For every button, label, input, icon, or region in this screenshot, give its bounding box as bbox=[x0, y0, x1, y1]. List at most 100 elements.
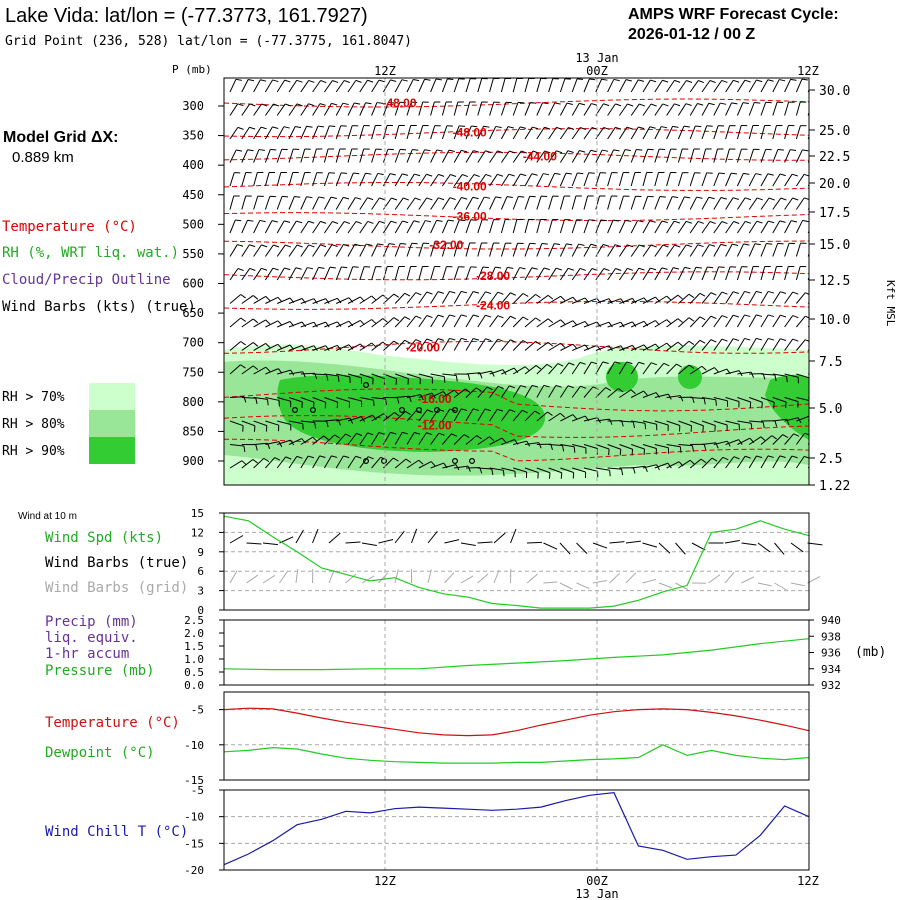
xs-wind-barb-shaft bbox=[725, 397, 740, 402]
xs-wind-barb-shaft bbox=[642, 444, 657, 449]
xs-wind-barb-shaft bbox=[430, 432, 440, 445]
xs-wind-barb bbox=[359, 397, 375, 407]
xs-wind-barb bbox=[796, 373, 809, 379]
xs-wind-barb-flag bbox=[615, 268, 622, 271]
xs-wind-barb bbox=[276, 126, 290, 140]
xs-wind-barb-flag bbox=[365, 102, 372, 105]
xs-wind-barb bbox=[607, 388, 624, 398]
xs-wind-barb-shaft bbox=[277, 344, 291, 351]
xs-wind-barb-flag bbox=[389, 173, 396, 176]
xs-wind-barb-shaft bbox=[642, 392, 657, 398]
xs-wind-barb-shaft bbox=[394, 292, 406, 304]
xs-wind-barb-shaft bbox=[713, 221, 723, 234]
xs-wind-barb bbox=[406, 373, 421, 385]
xs-wind-barb bbox=[630, 148, 643, 163]
xs-wind-barb-shaft bbox=[524, 243, 531, 257]
xs-wind-barb-flag bbox=[689, 459, 695, 465]
xs-wind-barb-flag bbox=[495, 125, 502, 129]
xs-wind-barb-flag bbox=[703, 398, 706, 405]
xs-wind-barb-shaft bbox=[772, 373, 787, 377]
xs-wind-barb-shaft bbox=[654, 103, 664, 116]
xs-wind-barb bbox=[536, 267, 550, 281]
xs-wind-barb bbox=[489, 78, 500, 93]
xs-wind-barb bbox=[382, 148, 394, 163]
xs-wind-barb-flag bbox=[343, 455, 350, 459]
xs-wind-barb bbox=[300, 125, 313, 140]
xs-wind-barb-shaft bbox=[418, 101, 424, 116]
xs-wind-barb-shaft bbox=[548, 319, 561, 328]
xs-wind-barb-shaft bbox=[477, 338, 486, 351]
xs-wind-barb-flag bbox=[462, 174, 469, 178]
xs-wind-barb-shaft bbox=[442, 389, 455, 398]
xs-wind-barb bbox=[760, 173, 774, 187]
xs-wind-barb bbox=[500, 101, 512, 116]
xs-wind-barb bbox=[500, 266, 514, 281]
xs-wind-barb bbox=[595, 298, 613, 304]
xs-wind-barb bbox=[807, 442, 809, 445]
xs-wind-barb bbox=[371, 102, 383, 116]
xs-wind-barb bbox=[394, 220, 409, 234]
xs-wind-barb-shaft bbox=[324, 344, 338, 351]
xs-wind-barb-flag bbox=[497, 315, 504, 319]
pressure-tick-label: 600 bbox=[182, 277, 204, 291]
xs-wind-barb-flag bbox=[356, 432, 363, 437]
xs-wind-barb bbox=[324, 344, 342, 351]
xs-wind-barb bbox=[736, 337, 751, 351]
xs-wind-barb-shaft bbox=[277, 397, 291, 402]
xs-wind-barb-shaft bbox=[501, 439, 515, 445]
xs-wind-barb-shaft bbox=[406, 339, 417, 351]
xs-wind-barb-flag bbox=[473, 314, 480, 318]
xs-wind-barb-shaft bbox=[524, 340, 536, 351]
xs-wind-barb bbox=[288, 397, 303, 408]
xs-wind-barb bbox=[300, 455, 315, 469]
xs-wind-barb bbox=[666, 196, 679, 210]
wind10m-barb-true bbox=[526, 541, 543, 544]
xs-wind-barb bbox=[477, 101, 488, 116]
xs-wind-barb bbox=[312, 148, 323, 163]
xs-wind-barb bbox=[371, 148, 382, 163]
xs-wind-barb-shaft bbox=[701, 80, 711, 93]
xs-wind-barb bbox=[347, 221, 362, 234]
xs-wind-barb-shaft bbox=[359, 79, 368, 93]
isotherm-line bbox=[224, 240, 809, 250]
xs-wind-barb bbox=[477, 314, 492, 328]
xs-wind-barb bbox=[548, 444, 565, 452]
xs-wind-barb-shaft bbox=[265, 296, 279, 304]
xs-wind-barb-flag bbox=[791, 220, 798, 223]
xs-wind-barb-flag bbox=[591, 361, 598, 365]
xs-wind-barb-shaft bbox=[489, 126, 497, 140]
xs-wind-barb-shaft bbox=[784, 101, 790, 116]
xs-wind-barb-shaft bbox=[477, 314, 486, 328]
xs-wind-barb-flag bbox=[626, 126, 633, 130]
xs-wind-barb-shaft bbox=[583, 467, 598, 472]
xs-wind-barb-shaft bbox=[701, 339, 712, 351]
xs-wind-barb-flag bbox=[283, 126, 290, 129]
xs-wind-barb-flag bbox=[354, 102, 361, 105]
xs-wind-barb-flag bbox=[639, 103, 646, 107]
xs-wind-barb-shaft bbox=[300, 345, 315, 351]
xs-wind-barb bbox=[323, 266, 336, 281]
xs-wind-barb-shaft bbox=[666, 444, 681, 448]
xs-wind-barb-shaft bbox=[654, 393, 669, 398]
xs-wind-barb-flag bbox=[447, 219, 454, 222]
xs-wind-barb-shaft bbox=[276, 79, 286, 93]
legend-rh90-swatch bbox=[89, 437, 135, 464]
xs-wind-barb-flag bbox=[745, 220, 752, 224]
xs-wind-barb-shaft bbox=[418, 125, 424, 140]
precip-tick-label: 1.0 bbox=[184, 653, 204, 666]
xs-wind-barb-flag bbox=[248, 79, 255, 82]
xs-wind-barb-flag bbox=[296, 244, 303, 248]
xs-wind-barb bbox=[654, 342, 672, 351]
xs-wind-barb-flag bbox=[390, 220, 397, 224]
xs-wind-barb bbox=[642, 220, 656, 234]
xs-wind-barb-flag bbox=[295, 267, 302, 270]
xs-wind-barb-shaft bbox=[383, 293, 395, 304]
xs-wind-barb-shaft bbox=[288, 80, 298, 93]
xs-wind-barb-flag bbox=[624, 149, 631, 151]
xs-wind-barb-flag bbox=[349, 417, 354, 424]
xs-wind-barb bbox=[430, 197, 445, 210]
xs-wind-barb-shaft bbox=[312, 298, 326, 304]
xs-wind-barb-shaft bbox=[371, 397, 386, 400]
xs-wind-barb bbox=[489, 338, 504, 351]
